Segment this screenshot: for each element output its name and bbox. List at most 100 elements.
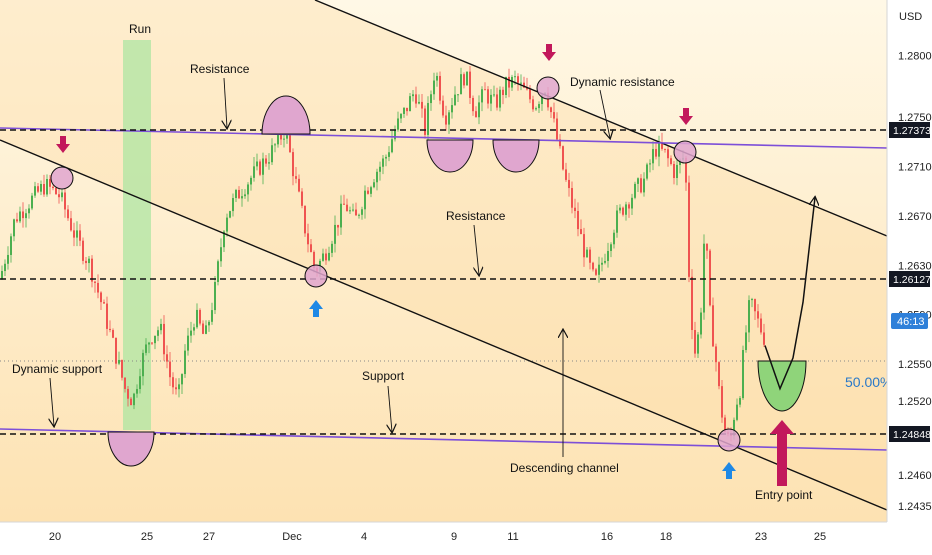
candle-body xyxy=(439,75,441,101)
x-tick-label: 23 xyxy=(755,531,767,543)
candle-body xyxy=(136,389,138,394)
candle-body xyxy=(604,260,606,263)
candle-body xyxy=(646,164,648,179)
candle-body xyxy=(373,182,375,188)
candle-body xyxy=(550,107,552,113)
candle-body xyxy=(97,282,99,293)
candle-body xyxy=(238,189,240,199)
entry-point-arrow-icon xyxy=(770,420,794,486)
candle-body xyxy=(100,292,102,303)
forecast-path xyxy=(764,197,815,391)
candle-body xyxy=(583,234,585,258)
x-tick-label: 25 xyxy=(141,531,153,543)
candle-body xyxy=(247,184,249,195)
channel-lower-line xyxy=(0,139,888,511)
candle-body xyxy=(1,271,3,279)
candle-body xyxy=(172,377,174,388)
candle-body xyxy=(61,192,63,198)
channel-upper-line xyxy=(314,0,888,237)
candle-body xyxy=(175,387,177,390)
candle-body xyxy=(190,330,192,336)
candle-body xyxy=(235,189,237,199)
candle-body xyxy=(553,112,555,119)
candle-body xyxy=(40,183,42,192)
candle-body xyxy=(685,157,687,183)
candle-body xyxy=(613,232,615,245)
candle-body xyxy=(370,187,372,194)
candle-body xyxy=(721,386,723,418)
candle-body xyxy=(55,188,57,195)
candle-body xyxy=(436,75,438,81)
candle-body xyxy=(388,152,390,157)
candle-body xyxy=(85,260,87,264)
candle-body xyxy=(313,251,315,268)
candle-body xyxy=(619,207,621,211)
support-label: Support xyxy=(362,369,405,383)
candle-body xyxy=(568,179,570,189)
touch-circle xyxy=(673,140,697,164)
candle-body xyxy=(262,158,264,175)
run-highlight xyxy=(123,40,151,430)
candle-body xyxy=(46,179,48,195)
candle-body xyxy=(361,209,363,215)
candle-body xyxy=(709,250,711,306)
time-axis-panel xyxy=(0,522,932,550)
y-tick-label: 1.27100 xyxy=(898,162,932,174)
candle-body xyxy=(10,236,12,255)
candle-body xyxy=(109,328,111,331)
candle-body xyxy=(757,311,759,319)
candle-body xyxy=(154,335,156,344)
candle-body xyxy=(22,211,24,219)
candle-body xyxy=(514,76,516,78)
candle-body xyxy=(115,337,117,364)
candle-body xyxy=(337,224,339,228)
candle-body xyxy=(763,332,765,345)
candle-body xyxy=(460,74,462,95)
touch-circle xyxy=(536,76,560,100)
candle-body xyxy=(499,89,501,108)
candle-body xyxy=(586,249,588,258)
candle-body xyxy=(532,99,534,110)
candle-body xyxy=(415,94,417,104)
candle-body xyxy=(43,183,45,195)
candle-body xyxy=(655,149,657,157)
candle-body xyxy=(79,230,81,241)
resistance-dip-semicircle-1 xyxy=(426,139,474,173)
candle-body xyxy=(151,342,153,344)
candle-body xyxy=(400,113,402,119)
candle-body xyxy=(127,388,129,399)
candle-body xyxy=(412,94,414,97)
up-arrow-markers xyxy=(309,300,736,479)
candle-body xyxy=(349,210,351,212)
candle-body xyxy=(232,198,234,212)
candle-body xyxy=(595,269,597,275)
candle-body xyxy=(490,94,492,104)
candle-body xyxy=(229,211,231,218)
candle-body xyxy=(265,158,267,164)
price-level-tag xyxy=(889,122,930,138)
candle-body xyxy=(442,100,444,116)
candle-body xyxy=(481,89,483,103)
down-arrow-markers xyxy=(56,44,693,153)
y-tick-label: 1.24600 xyxy=(898,470,932,482)
candle-body xyxy=(394,129,396,140)
candle-body xyxy=(445,115,447,125)
candle-body xyxy=(64,192,66,210)
candle-body xyxy=(37,186,39,192)
candle-body xyxy=(580,229,582,235)
candle-body xyxy=(223,231,225,248)
candle-body xyxy=(25,213,27,219)
touch-circle xyxy=(717,428,741,452)
candle-body xyxy=(28,208,30,214)
candle-body xyxy=(13,219,15,237)
candle-body xyxy=(718,362,720,387)
candle-body xyxy=(661,142,663,149)
candle-body xyxy=(739,398,741,405)
candle-body xyxy=(58,194,60,198)
candle-body xyxy=(295,176,297,179)
candle-body xyxy=(145,344,147,353)
down-arrow-icon xyxy=(542,44,556,61)
candle-body xyxy=(670,158,672,164)
